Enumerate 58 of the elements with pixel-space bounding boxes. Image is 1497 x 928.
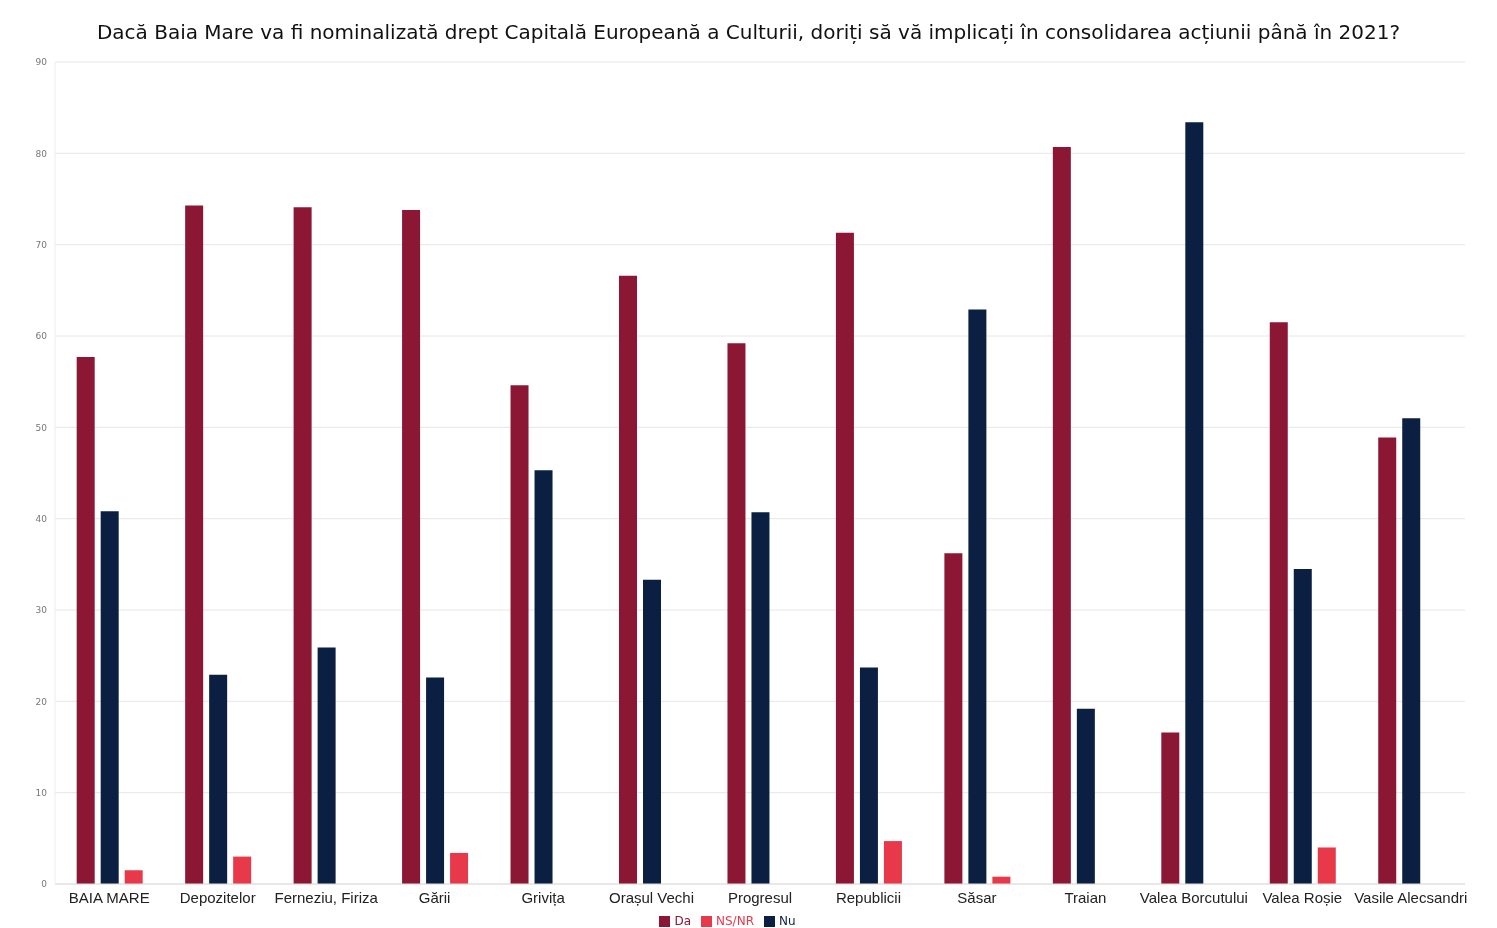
bar xyxy=(751,512,770,884)
x-tick-label: BAIA MARE xyxy=(68,888,150,906)
chart-title: Dacă Baia Mare va fi nominalizată drept Capitală Europeană a Culturii, doriți să vă implicați în consolidarea acțiunii până în 2021? xyxy=(95,20,1402,44)
bar xyxy=(1293,568,1312,884)
y-tick-label: 0 xyxy=(41,879,48,890)
bar xyxy=(944,553,963,884)
bar xyxy=(1052,146,1071,884)
bar xyxy=(1402,418,1421,884)
legend-label: Da xyxy=(674,914,692,928)
bar xyxy=(1185,122,1204,884)
bar xyxy=(1378,437,1397,884)
bar xyxy=(100,511,119,884)
bar xyxy=(859,667,878,884)
bar xyxy=(1161,732,1180,884)
bar xyxy=(968,309,987,884)
x-tick-label: Ferneziu, Firiza xyxy=(274,888,379,906)
y-tick-label: 20 xyxy=(35,696,48,707)
x-tick-label: Progresul xyxy=(727,888,793,906)
bar xyxy=(450,852,469,884)
bar xyxy=(883,841,902,884)
bar xyxy=(835,232,854,884)
bar xyxy=(510,385,529,884)
x-tick-label: Depozitelor xyxy=(179,888,256,906)
y-tick-label: 40 xyxy=(35,513,48,524)
y-tick-label: 90 xyxy=(35,57,48,68)
bar xyxy=(76,357,95,884)
y-tick-label: 10 xyxy=(35,787,48,798)
bar xyxy=(619,275,637,884)
x-tick-label: Gării xyxy=(418,888,451,906)
x-tick-label: Valea Roșie xyxy=(1262,888,1343,906)
bar xyxy=(124,870,143,884)
x-tick-label: Vasile Alecsandri xyxy=(1354,888,1468,906)
bar xyxy=(293,207,312,884)
y-tick-label: 60 xyxy=(35,331,48,342)
legend-label: NS/NR xyxy=(716,914,754,928)
y-tick-label: 30 xyxy=(35,605,48,616)
y-tick-label: 80 xyxy=(35,148,48,159)
x-tick-label: Valea Borcutului xyxy=(1139,888,1248,906)
x-tick-label: Grivița xyxy=(521,888,566,906)
x-tick-label: Orașul Vechi xyxy=(609,888,695,906)
bar xyxy=(534,470,553,884)
bar xyxy=(317,647,336,884)
bar xyxy=(643,579,661,884)
y-tick-label: 70 xyxy=(35,239,48,250)
legend-label: Nu xyxy=(778,914,796,928)
x-tick-label: Săsar xyxy=(957,888,997,906)
bar xyxy=(402,209,421,884)
y-tick-label: 50 xyxy=(35,422,48,433)
x-tick-label: Traian xyxy=(1064,888,1107,906)
bar xyxy=(233,856,252,884)
bar xyxy=(185,205,204,884)
bar xyxy=(426,677,445,884)
bar xyxy=(209,674,228,884)
bar xyxy=(1317,847,1336,884)
bar xyxy=(1076,708,1095,884)
x-tick-label: Republicii xyxy=(835,888,901,906)
bar xyxy=(727,343,746,884)
bar xyxy=(1269,322,1288,884)
